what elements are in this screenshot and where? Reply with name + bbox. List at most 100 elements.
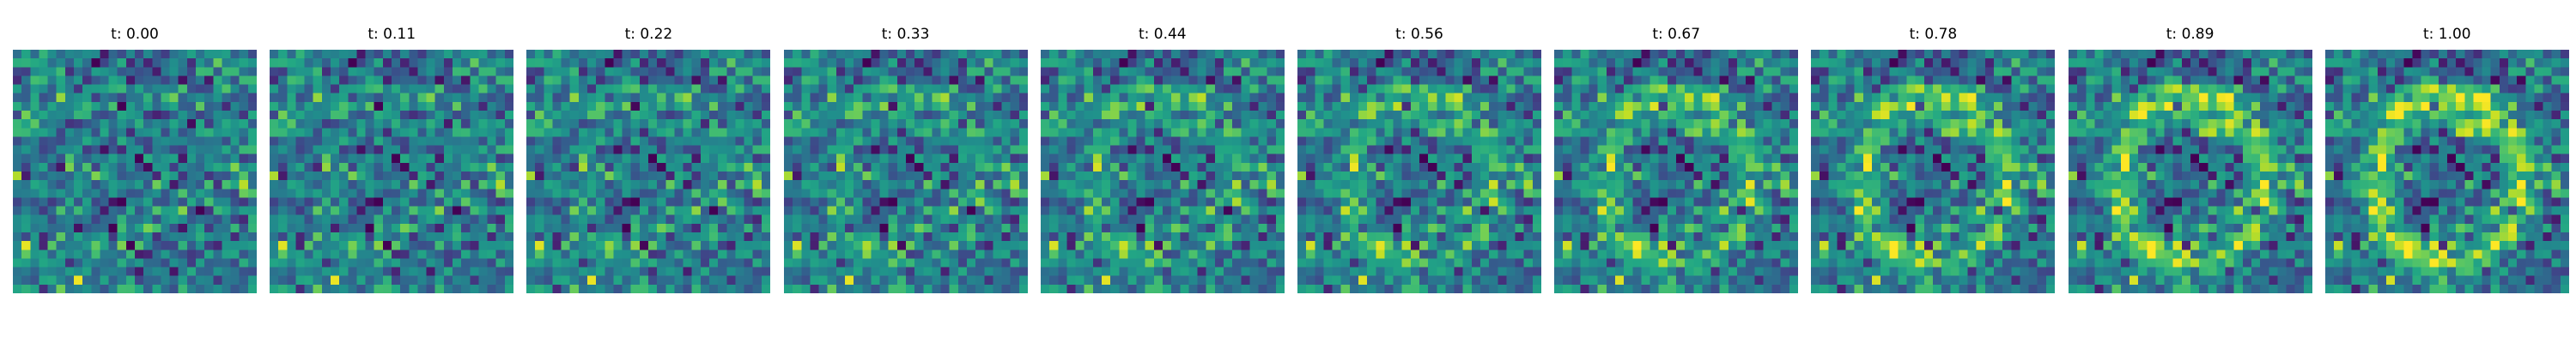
heatmap-cell <box>861 267 872 277</box>
heatmap-cell <box>91 241 101 250</box>
heatmap-cell <box>1162 84 1172 94</box>
heatmap-cell <box>762 241 771 250</box>
heatmap-cell <box>983 119 993 129</box>
heatmap-cell <box>478 128 489 138</box>
heatmap-cell <box>940 214 950 225</box>
heatmap-cell <box>1258 153 1268 164</box>
heatmap-cell <box>143 180 153 190</box>
heatmap-cell <box>1119 75 1128 86</box>
heatmap-cell <box>1737 67 1747 77</box>
heatmap-cell <box>800 284 811 293</box>
heatmap-cell <box>683 84 693 94</box>
heatmap-cell <box>1267 284 1277 293</box>
heatmap-cell <box>587 111 598 120</box>
heatmap-cell <box>535 250 545 260</box>
heatmap-cell <box>1658 128 1668 138</box>
heatmap-cell <box>683 189 693 199</box>
heatmap-cell <box>1685 119 1695 129</box>
heatmap-cell <box>1315 223 1325 233</box>
heatmap-cell <box>91 206 101 216</box>
heatmap-cell <box>434 241 445 250</box>
heatmap-cell <box>1340 172 1351 181</box>
heatmap-cell <box>222 75 232 86</box>
heatmap-cell <box>100 232 110 242</box>
heatmap-cell <box>117 145 127 155</box>
heatmap-cell <box>579 93 588 103</box>
heatmap-cell <box>1332 258 1342 268</box>
heatmap-cell <box>161 275 171 286</box>
heatmap-cell <box>135 162 144 172</box>
heatmap-cell <box>1515 206 1525 216</box>
heatmap-cell <box>13 214 22 225</box>
heatmap-cell <box>1554 101 1564 111</box>
heatmap-cell <box>186 153 197 164</box>
heatmap-cell <box>56 284 66 293</box>
heatmap-cell <box>922 223 933 233</box>
heatmap-cell <box>1001 145 1011 155</box>
heatmap-cell <box>1763 50 1773 59</box>
heatmap-cell <box>434 267 445 277</box>
heatmap-cell <box>966 172 976 181</box>
heatmap-cell <box>1018 136 1028 147</box>
heatmap-cell <box>1523 101 1534 111</box>
heatmap-cell <box>304 232 314 242</box>
heatmap-cell <box>196 128 205 138</box>
heatmap-cell <box>1058 241 1067 250</box>
heatmap-cell <box>1480 50 1490 59</box>
heatmap-cell <box>1332 50 1342 59</box>
heatmap-cell <box>1658 93 1668 103</box>
heatmap-cell <box>1454 128 1464 138</box>
heatmap-cell <box>570 284 580 293</box>
heatmap-cell <box>861 258 872 268</box>
heatmap-cell <box>453 119 462 129</box>
heatmap-cell <box>1249 75 1259 86</box>
heatmap-cell <box>949 75 959 86</box>
heatmap-cell <box>701 180 710 190</box>
heatmap-cell <box>1789 58 1799 68</box>
heatmap-cell <box>30 250 40 260</box>
heatmap-cell <box>1119 206 1128 216</box>
heatmap-cell <box>453 128 462 138</box>
heatmap-cell <box>505 241 514 250</box>
heatmap-cell <box>1109 189 1120 199</box>
heatmap-cell <box>1267 250 1277 260</box>
heatmap-cell <box>470 84 480 94</box>
heatmap-cell <box>1471 284 1481 293</box>
heatmap-cell <box>1136 93 1146 103</box>
heatmap-cell <box>82 58 92 68</box>
heatmap-cell <box>896 258 907 268</box>
heatmap-cell <box>152 75 162 86</box>
heatmap-cell <box>735 67 745 77</box>
heatmap-cell <box>82 241 92 250</box>
heatmap-cell <box>718 75 728 86</box>
heatmap-cell <box>692 145 702 155</box>
heatmap-cell <box>631 145 641 155</box>
heatmap-cell <box>735 145 745 155</box>
heatmap-cell <box>1066 206 1076 216</box>
heatmap-cell <box>196 284 205 293</box>
heatmap-cell <box>1058 214 1067 225</box>
heatmap-cell <box>1231 275 1242 286</box>
heatmap-cell <box>426 214 436 225</box>
heatmap-cell <box>505 250 514 260</box>
heatmap-cell <box>270 75 279 86</box>
heatmap-cell <box>339 232 349 242</box>
heatmap-cell <box>1127 162 1137 172</box>
heatmap-cell <box>914 206 924 216</box>
heatmap-cell <box>1332 197 1342 208</box>
heatmap-cell <box>1685 128 1695 138</box>
heatmap-cell <box>461 84 471 94</box>
heatmap-cell <box>692 136 702 147</box>
panel-title: t: 0.67 <box>1652 26 1701 43</box>
heatmap-cell <box>1384 189 1394 199</box>
heatmap-cell <box>640 67 649 77</box>
heatmap-cell <box>1267 189 1277 199</box>
heatmap-cell <box>47 189 58 199</box>
heatmap-cell <box>1066 128 1076 138</box>
heatmap-cell <box>570 119 580 129</box>
heatmap-cell <box>1297 172 1307 181</box>
heatmap-cell <box>792 75 802 86</box>
heatmap-cell <box>744 136 754 147</box>
heatmap-cell <box>993 241 1002 250</box>
heatmap-cell <box>169 145 179 155</box>
